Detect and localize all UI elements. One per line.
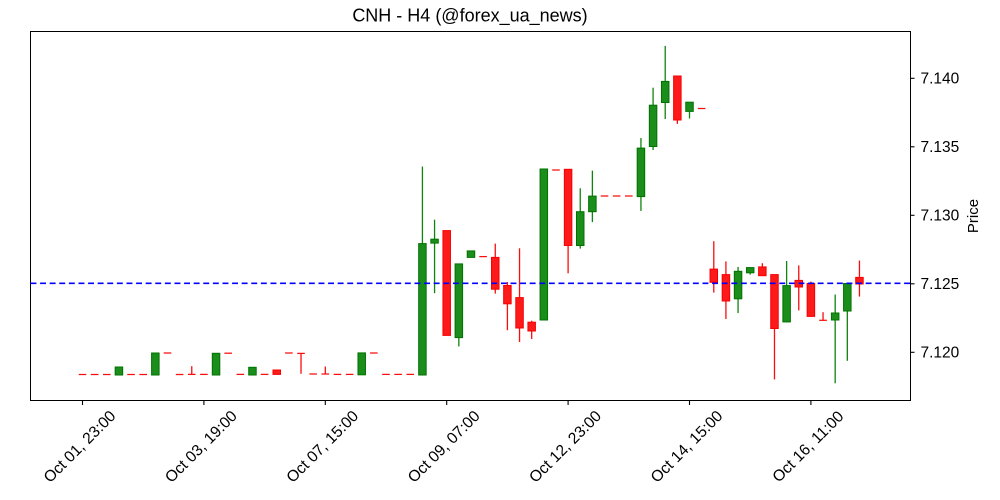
svg-text:7.130: 7.130: [921, 208, 960, 225]
svg-text:CNH - H4 (@forex_ua_news): CNH - H4 (@forex_ua_news): [352, 5, 587, 26]
svg-text:7.125: 7.125: [921, 276, 960, 293]
svg-text:7.135: 7.135: [921, 139, 960, 156]
svg-text:7.120: 7.120: [921, 345, 960, 362]
svg-text:Price: Price: [965, 199, 982, 233]
svg-text:7.140: 7.140: [921, 71, 960, 88]
